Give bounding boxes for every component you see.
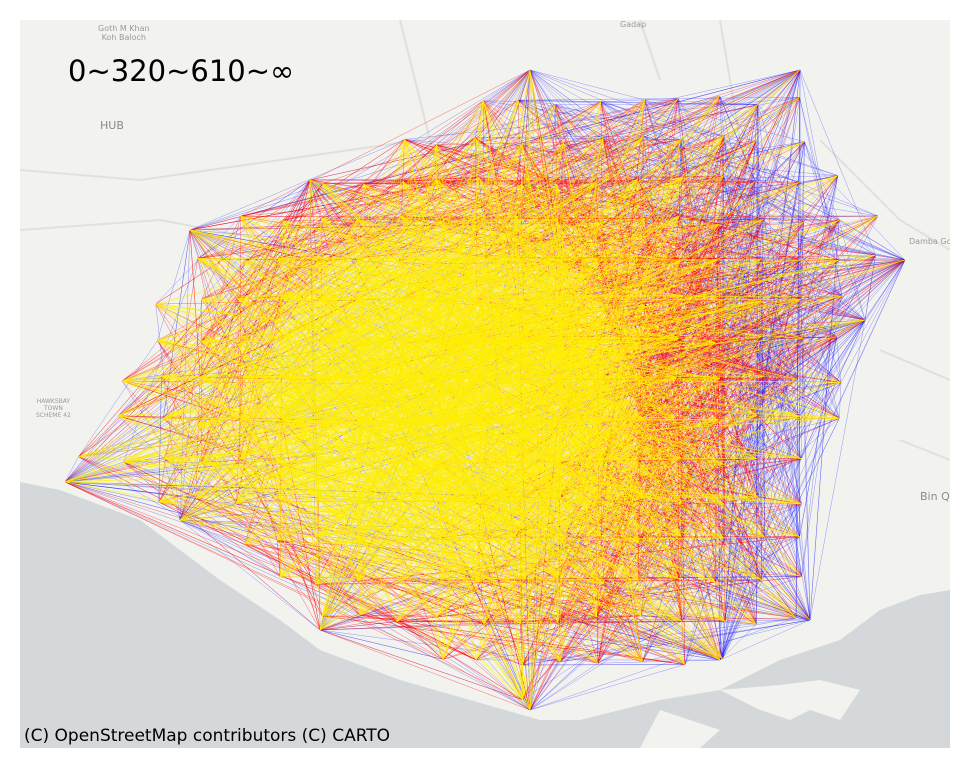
map-canvas[interactable]: Goth M Khan Koh Baloch Gadap HUB Damba Go… xyxy=(20,20,950,748)
place-label-bin-qasim: Bin Qa xyxy=(920,490,950,503)
place-label-goth-m-khan: Goth M Khan Koh Baloch xyxy=(98,24,150,42)
map-svg xyxy=(20,20,950,748)
basemap-layer xyxy=(20,20,950,748)
map-attribution: (C) OpenStreetMap contributors (C) CARTO xyxy=(24,726,391,746)
place-label-gadap: Gadap xyxy=(620,20,647,29)
edges-near-layer xyxy=(64,69,906,711)
place-label-hub: HUB xyxy=(100,119,124,132)
place-label-hawksbay: HAWKSBAY TOWN SCHEME 42 xyxy=(36,398,71,419)
place-label-damba-goth: Damba Go xyxy=(909,237,950,246)
map-title: 0~320~610~∞ xyxy=(68,54,295,88)
